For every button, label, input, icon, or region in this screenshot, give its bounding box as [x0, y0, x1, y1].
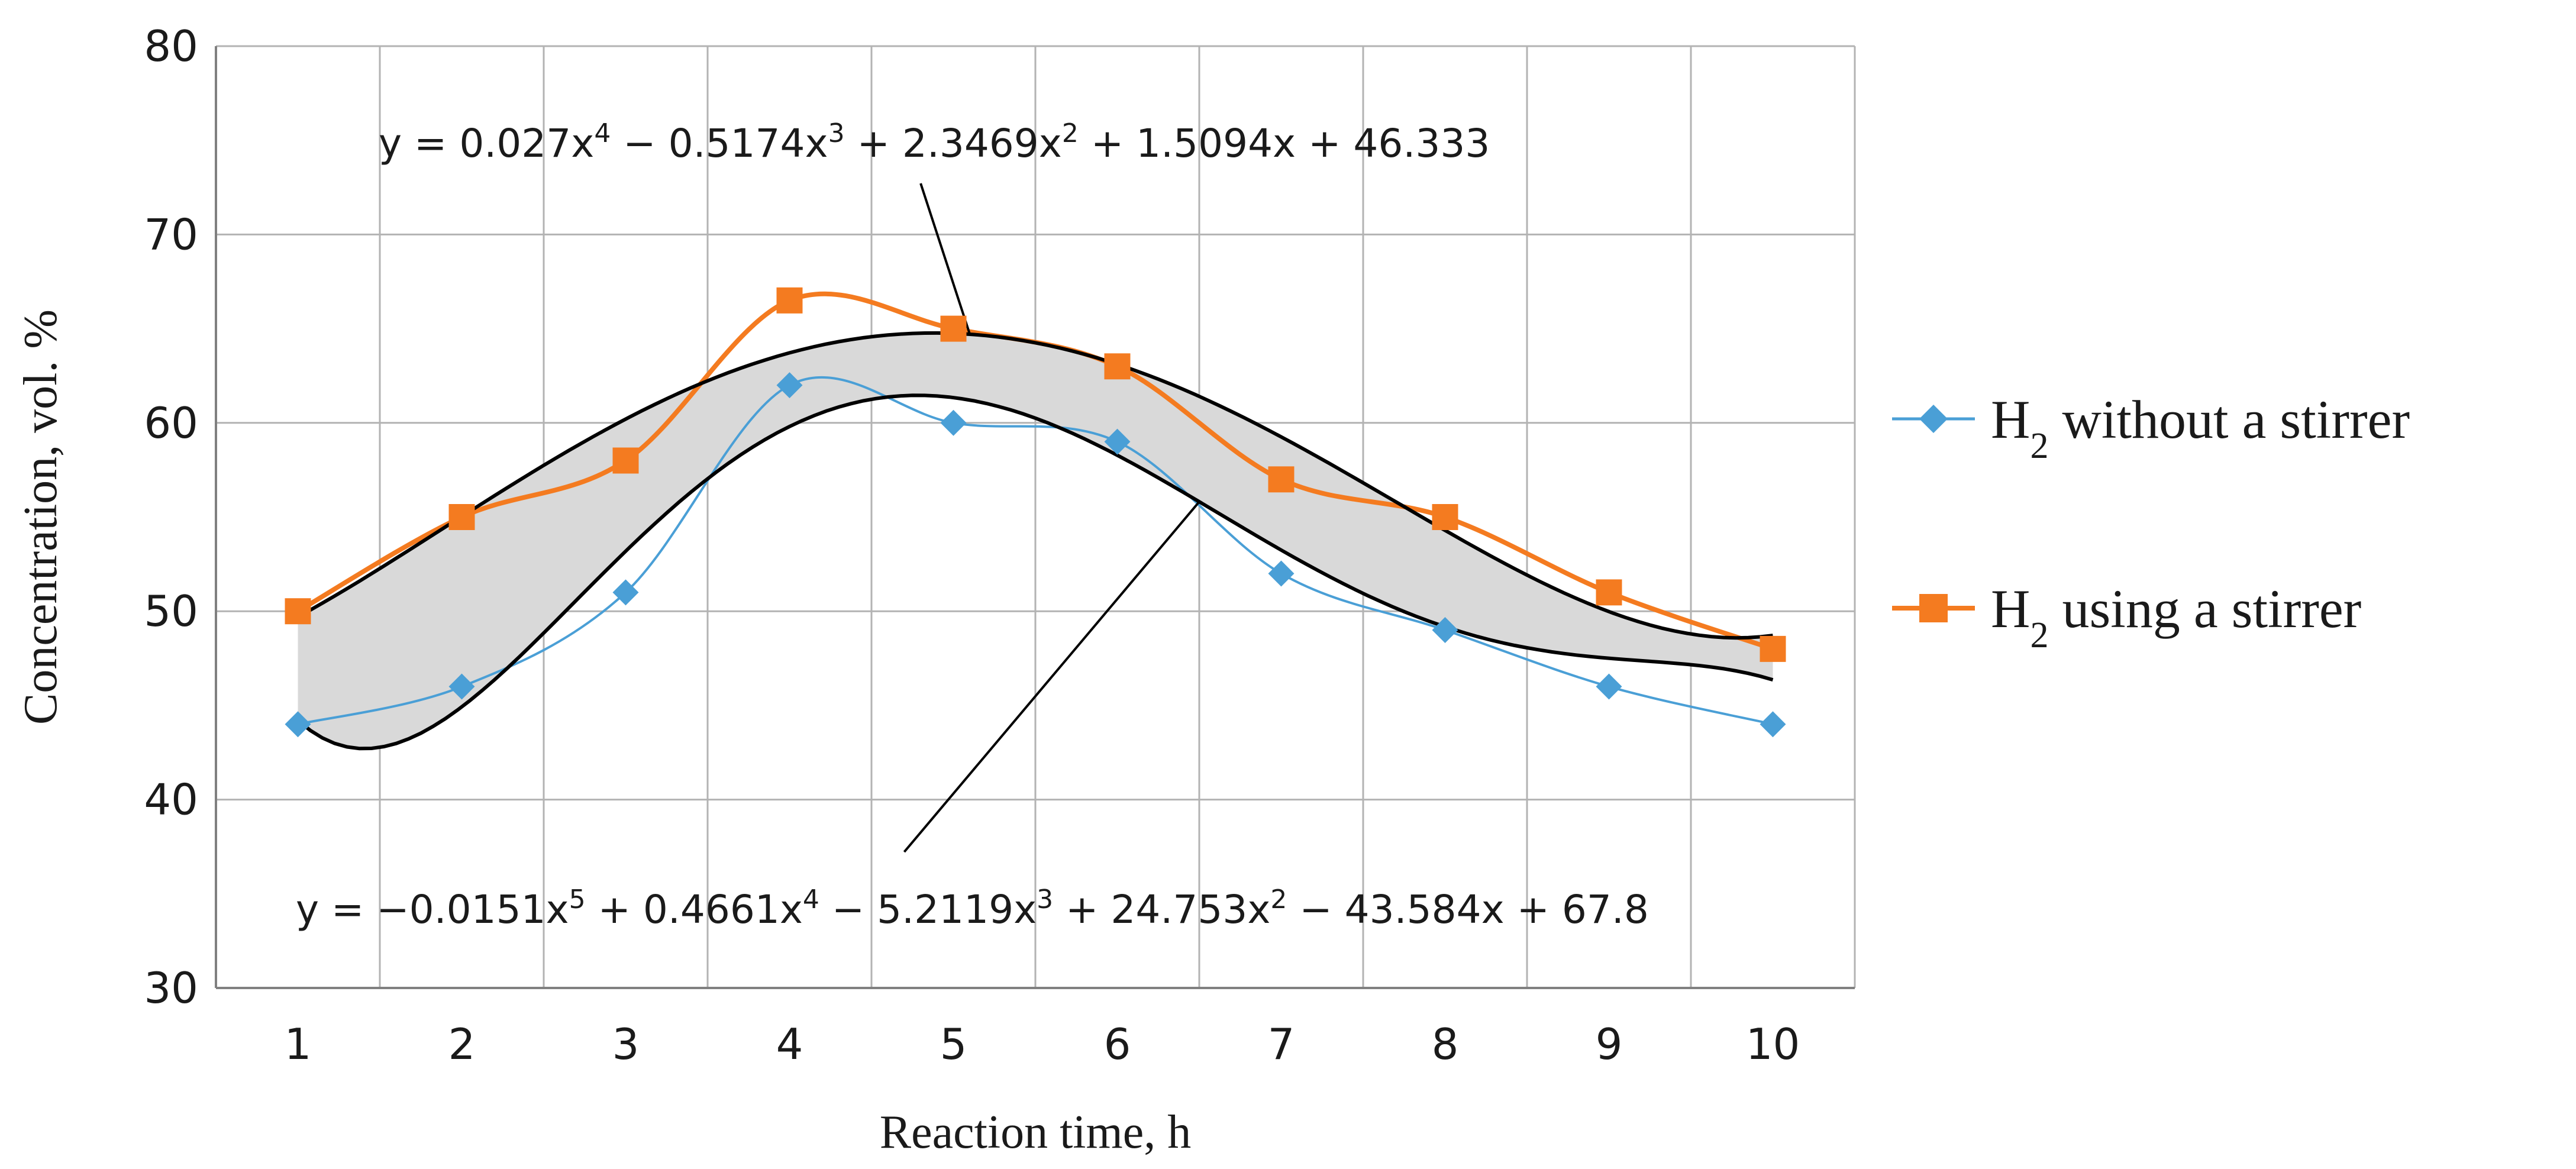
point-stirrer-5 — [940, 315, 967, 342]
point-no-stirrer-9 — [1596, 673, 1622, 700]
x-tick-9: 9 — [1596, 1019, 1623, 1069]
y-tick-30: 30 — [144, 963, 198, 1013]
y-tick-40: 40 — [144, 775, 198, 825]
point-no-stirrer-1 — [285, 711, 311, 738]
x-tick-3: 3 — [612, 1019, 640, 1069]
point-stirrer-9 — [1596, 579, 1622, 606]
y-tick-50: 50 — [144, 586, 198, 636]
trendline-band — [298, 332, 1773, 749]
point-no-stirrer-5 — [940, 409, 967, 436]
axes — [215, 46, 1855, 989]
point-stirrer-10 — [1760, 635, 1786, 662]
point-stirrer-4 — [776, 287, 803, 314]
legend-item-no-stirrer: H2 without a stirrer — [1892, 389, 2410, 466]
legend: H2 without a stirrer H2 using a stirrer — [1892, 389, 2410, 655]
x-tick-7: 7 — [1268, 1019, 1295, 1069]
x-tick-6: 6 — [1104, 1019, 1131, 1069]
point-stirrer-7 — [1268, 466, 1295, 493]
trendline-layer — [296, 183, 1774, 853]
grid-lines — [216, 45, 1856, 988]
y-tick-80: 80 — [144, 21, 198, 71]
x-axis-title: Reaction time, h — [880, 1106, 1192, 1158]
trendline-no-stirrer — [296, 393, 1774, 751]
legend-label-stirrer: H2 using a stirrer — [1991, 579, 2361, 655]
tick-labels: 30 40 50 60 70 80 1 2 3 4 5 6 7 8 9 10 — [144, 21, 1800, 1069]
x-tick-2: 2 — [448, 1019, 476, 1069]
y-tick-70: 70 — [144, 209, 198, 259]
marker-layer — [285, 287, 1786, 738]
x-tick-10: 10 — [1746, 1019, 1800, 1069]
legend-marker-no-stirrer — [1919, 405, 1948, 433]
trendline-stirrer — [297, 331, 1773, 640]
point-no-stirrer-3 — [612, 579, 639, 606]
legend-marker-stirrer — [1919, 594, 1948, 622]
point-no-stirrer-10 — [1760, 711, 1786, 738]
point-stirrer-8 — [1432, 504, 1458, 530]
equation-no-stirrer: y = −0.0151x5 + 0.4661x4 − 5.2119x3 + 24… — [296, 884, 1649, 933]
point-no-stirrer-8 — [1432, 617, 1458, 644]
legend-item-stirrer: H2 using a stirrer — [1892, 579, 2361, 655]
point-stirrer-3 — [612, 447, 639, 474]
x-tick-1: 1 — [285, 1019, 312, 1069]
point-no-stirrer-7 — [1268, 560, 1295, 587]
equation-annotations: y = 0.027x4 − 0.5174x3 + 2.3469x2 + 1.50… — [296, 118, 1649, 933]
point-stirrer-2 — [448, 504, 475, 530]
x-tick-4: 4 — [776, 1019, 803, 1069]
y-tick-60: 60 — [144, 398, 198, 448]
point-no-stirrer-2 — [448, 673, 475, 700]
point-stirrer-6 — [1104, 353, 1131, 380]
point-stirrer-1 — [285, 598, 311, 625]
series-line-no-stirrer — [298, 376, 1773, 726]
leader-line-no-stirrer — [903, 500, 1200, 853]
equation-stirrer: y = 0.027x4 − 0.5174x3 + 2.3469x2 + 1.50… — [379, 118, 1490, 167]
x-tick-8: 8 — [1432, 1019, 1459, 1069]
point-no-stirrer-6 — [1104, 428, 1131, 455]
y-axis-title: Concentration, vol. % — [15, 309, 67, 725]
point-no-stirrer-4 — [776, 372, 803, 399]
leader-line-stirrer — [919, 183, 971, 335]
legend-label-no-stirrer: H2 without a stirrer — [1991, 389, 2410, 466]
x-tick-5: 5 — [940, 1019, 967, 1069]
